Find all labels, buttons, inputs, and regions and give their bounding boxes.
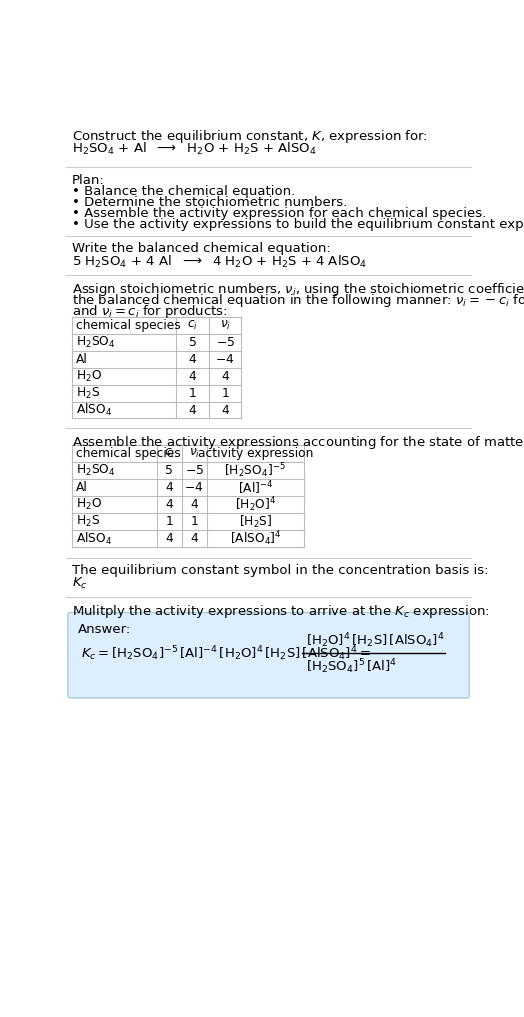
Text: Al: Al xyxy=(75,353,88,366)
Text: 4: 4 xyxy=(221,369,229,382)
Text: 4: 4 xyxy=(189,353,196,366)
Text: 4: 4 xyxy=(190,498,198,512)
Text: $\mathrm{H_2SO_4}$: $\mathrm{H_2SO_4}$ xyxy=(75,335,115,350)
Text: 1: 1 xyxy=(190,516,198,528)
Text: $-4$: $-4$ xyxy=(215,353,235,366)
Text: • Balance the chemical equation.: • Balance the chemical equation. xyxy=(72,185,295,198)
Text: $[\mathrm{H_2SO_4}]^{-5}$: $[\mathrm{H_2SO_4}]^{-5}$ xyxy=(224,462,286,480)
Text: Al: Al xyxy=(75,481,88,494)
Text: $\mathrm{H_2S}$: $\mathrm{H_2S}$ xyxy=(75,515,100,529)
Text: $[\mathrm{H_2O}]^{4}\,[\mathrm{H_2S}]\,[\mathrm{AlSO_4}]^{4}$: $[\mathrm{H_2O}]^{4}\,[\mathrm{H_2S}]\,[… xyxy=(305,632,444,650)
Text: and $\nu_i = c_i$ for products:: and $\nu_i = c_i$ for products: xyxy=(72,303,227,320)
Text: $-5$: $-5$ xyxy=(184,465,204,477)
Text: $\mathrm{H_2SO_4}$ + Al  $\longrightarrow$  $\mathrm{H_2O}$ + $\mathrm{H_2S}$ + : $\mathrm{H_2SO_4}$ + Al $\longrightarrow… xyxy=(72,141,316,158)
Text: 1: 1 xyxy=(166,516,173,528)
Text: $\nu_i$: $\nu_i$ xyxy=(189,447,200,461)
Text: $c_i$: $c_i$ xyxy=(164,447,175,461)
Text: Answer:: Answer: xyxy=(78,622,131,636)
Text: 4: 4 xyxy=(221,404,229,417)
Text: $[\mathrm{H_2S}]$: $[\mathrm{H_2S}]$ xyxy=(238,514,272,530)
Text: $K_c = [\mathrm{H_2SO_4}]^{-5}\,[\mathrm{Al}]^{-4}\,[\mathrm{H_2O}]^{4}\,[\mathr: $K_c = [\mathrm{H_2SO_4}]^{-5}\,[\mathrm… xyxy=(81,644,370,663)
Text: $-5$: $-5$ xyxy=(216,336,235,349)
Text: $\mathrm{AlSO_4}$: $\mathrm{AlSO_4}$ xyxy=(75,402,112,418)
Text: • Use the activity expressions to build the equilibrium constant expression.: • Use the activity expressions to build … xyxy=(72,218,524,231)
Text: 4: 4 xyxy=(166,481,173,494)
Text: $c_i$: $c_i$ xyxy=(187,318,198,332)
Text: $\mathrm{H_2O}$: $\mathrm{H_2O}$ xyxy=(75,368,102,383)
Text: Plan:: Plan: xyxy=(72,174,104,187)
Text: $[\mathrm{H_2SO_4}]^{5}\,[\mathrm{Al}]^{4}$: $[\mathrm{H_2SO_4}]^{5}\,[\mathrm{Al}]^{… xyxy=(305,657,397,675)
Text: 4: 4 xyxy=(189,404,196,417)
Text: 5: 5 xyxy=(189,336,196,349)
FancyBboxPatch shape xyxy=(68,612,470,698)
Text: • Assemble the activity expression for each chemical species.: • Assemble the activity expression for e… xyxy=(72,206,486,220)
Text: $\mathrm{H_2S}$: $\mathrm{H_2S}$ xyxy=(75,385,100,401)
Text: 4: 4 xyxy=(189,369,196,382)
Text: 1: 1 xyxy=(189,386,196,400)
Text: Assemble the activity expressions accounting for the state of matter and $\nu_i$: Assemble the activity expressions accoun… xyxy=(72,434,524,451)
Text: Write the balanced chemical equation:: Write the balanced chemical equation: xyxy=(72,242,331,255)
Text: 4: 4 xyxy=(190,532,198,545)
Text: 1: 1 xyxy=(221,386,229,400)
Text: The equilibrium constant symbol in the concentration basis is:: The equilibrium constant symbol in the c… xyxy=(72,564,488,577)
Text: 5 $\mathrm{H_2SO_4}$ + 4 Al  $\longrightarrow$  4 $\mathrm{H_2O}$ + $\mathrm{H_2: 5 $\mathrm{H_2SO_4}$ + 4 Al $\longrighta… xyxy=(72,253,367,270)
Text: chemical species: chemical species xyxy=(75,447,180,461)
Text: activity expression: activity expression xyxy=(198,447,313,461)
Text: $\mathrm{H_2O}$: $\mathrm{H_2O}$ xyxy=(75,497,102,513)
Text: • Determine the stoichiometric numbers.: • Determine the stoichiometric numbers. xyxy=(72,196,347,208)
Text: the balanced chemical equation in the following manner: $\nu_i = -c_i$ for react: the balanced chemical equation in the fo… xyxy=(72,292,524,309)
Text: $K_c$: $K_c$ xyxy=(72,576,88,591)
Text: 4: 4 xyxy=(166,532,173,545)
Text: $-4$: $-4$ xyxy=(184,481,204,494)
Text: $\nu_i$: $\nu_i$ xyxy=(220,318,231,332)
Text: Assign stoichiometric numbers, $\nu_i$, using the stoichiometric coefficients, $: Assign stoichiometric numbers, $\nu_i$, … xyxy=(72,282,524,298)
Text: Mulitply the activity expressions to arrive at the $K_c$ expression:: Mulitply the activity expressions to arr… xyxy=(72,603,489,620)
Text: chemical species: chemical species xyxy=(75,318,180,332)
Text: $[\mathrm{H_2O}]^{4}$: $[\mathrm{H_2O}]^{4}$ xyxy=(235,495,276,514)
Text: $[\mathrm{AlSO_4}]^{4}$: $[\mathrm{AlSO_4}]^{4}$ xyxy=(230,529,281,548)
Text: 4: 4 xyxy=(166,498,173,512)
Text: 5: 5 xyxy=(166,465,173,477)
Text: $\mathrm{H_2SO_4}$: $\mathrm{H_2SO_4}$ xyxy=(75,464,115,478)
Text: $[\mathrm{Al}]^{-4}$: $[\mathrm{Al}]^{-4}$ xyxy=(237,479,273,496)
Text: $\mathrm{AlSO_4}$: $\mathrm{AlSO_4}$ xyxy=(75,531,112,547)
Text: Construct the equilibrium constant, $K$, expression for:: Construct the equilibrium constant, $K$,… xyxy=(72,128,428,145)
